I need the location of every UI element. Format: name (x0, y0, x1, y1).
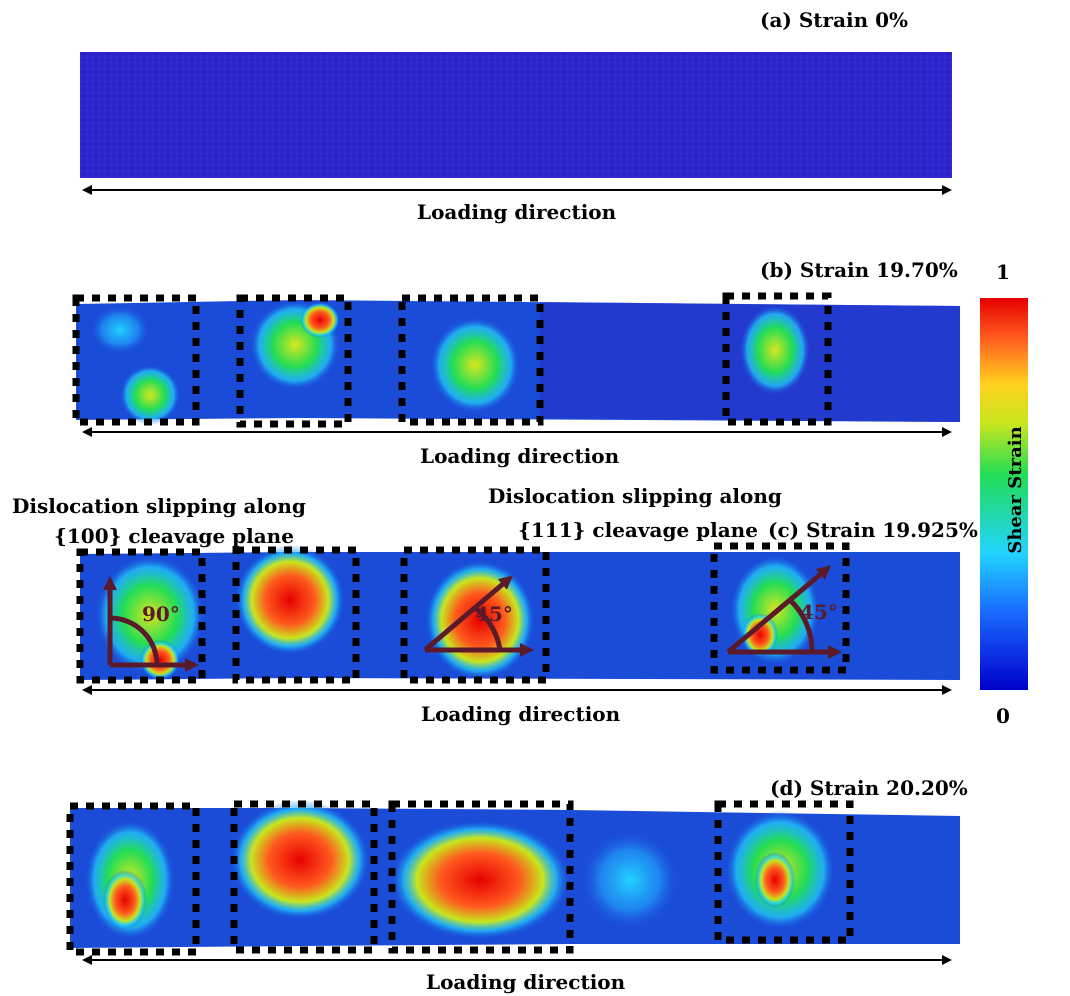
angle-90-label: 90° (142, 602, 180, 626)
panel-c-box-2 (232, 546, 360, 684)
colorbar (980, 298, 1028, 690)
panel-b-sample (76, 300, 960, 425)
panel-d-box-1 (66, 802, 200, 956)
panel-d-axis-label: Loading direction (426, 970, 626, 994)
panel-b-box-1 (72, 294, 200, 426)
panel-b-box-3 (398, 294, 544, 426)
angle-45-indicator-1 (423, 575, 534, 657)
panel-c-box-1 (76, 548, 206, 684)
panel-b-boxes (72, 292, 832, 428)
slip-111-annotation-line1: Dislocation slipping along (488, 484, 782, 508)
panel-c-label: (c) Strain 19.925% (768, 518, 978, 542)
panel-d-box-2 (230, 800, 378, 954)
angle-45-indicator-2 (726, 565, 842, 659)
colorbar-title: Shear Strain (1005, 426, 1026, 554)
panel-b-label: (b) Strain 19.70% (760, 258, 958, 282)
panel-d-box-4 (714, 800, 854, 944)
panel-a-label: (a) Strain 0% (760, 8, 909, 32)
panel-d-boxes (66, 800, 854, 956)
panel-c-axis-label: Loading direction (421, 702, 621, 726)
panel-b-axis-label: Loading direction (420, 444, 620, 468)
panel-c-box-3 (400, 546, 550, 684)
angle-45-label-1: 45° (475, 602, 513, 626)
panel-c-boxes (76, 542, 850, 684)
panel-a-sample (80, 52, 952, 178)
panel-d-label: (d) Strain 20.20% (770, 776, 968, 800)
angle-90-indicator (103, 576, 199, 672)
slip-111-annotation-line2: {111} cleavage plane (518, 518, 758, 542)
colorbar-min-label: 0 (996, 704, 1010, 728)
angle-45-label-2: 45° (800, 600, 838, 624)
panel-c-box-4 (710, 542, 850, 674)
slip-100-annotation-line1: Dislocation slipping along (12, 494, 306, 518)
panel-d-sample (70, 800, 960, 948)
panel-b-box-4 (722, 292, 832, 426)
panel-a-axis-label: Loading direction (417, 200, 617, 224)
panel-b-box-2 (236, 294, 352, 428)
colorbar-max-label: 1 (996, 260, 1010, 284)
slip-100-annotation-line2: {100} cleavage plane (54, 524, 294, 548)
